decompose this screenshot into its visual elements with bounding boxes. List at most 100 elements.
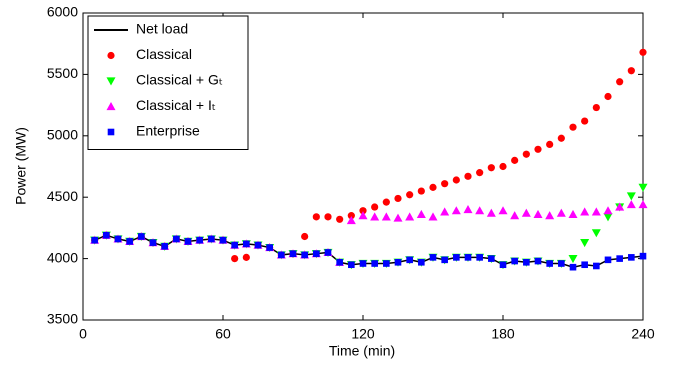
data-point: [196, 236, 203, 244]
data-point: [405, 212, 415, 221]
data-point: [603, 213, 613, 222]
data-point: [242, 253, 250, 261]
data-point: [568, 209, 578, 218]
data-point: [336, 215, 344, 223]
legend-label: Enterprise: [136, 123, 200, 139]
data-point: [370, 212, 380, 221]
legend-label: Classical + Gₜ: [136, 72, 223, 88]
data-point: [593, 262, 600, 270]
data-point: [231, 255, 239, 263]
data-point: [463, 204, 473, 214]
data-point: [616, 255, 623, 262]
x-tick-label: 180: [491, 326, 515, 342]
data-point: [568, 255, 578, 264]
data-point: [627, 67, 635, 75]
data-point: [358, 211, 368, 220]
data-point: [406, 191, 414, 199]
data-point: [603, 206, 613, 215]
data-point: [219, 236, 227, 244]
data-point: [313, 250, 320, 257]
data-point: [382, 198, 390, 206]
data-point: [511, 156, 519, 164]
data-point: [324, 249, 332, 256]
data-point: [488, 255, 495, 262]
data-point: [371, 260, 378, 267]
data-point: [464, 254, 472, 261]
data-point: [487, 164, 495, 172]
data-point: [383, 260, 390, 267]
data-point: [91, 236, 98, 244]
data-point: [523, 258, 530, 266]
y-tick-label: 5500: [47, 65, 78, 81]
data-point: [615, 202, 625, 211]
data-point: [428, 212, 438, 221]
data-point: [138, 233, 145, 240]
legend-label: Classical + Iₜ: [136, 97, 216, 113]
data-point: [628, 254, 635, 261]
data-point: [347, 212, 355, 220]
data-point: [546, 140, 554, 148]
data-point: [394, 194, 402, 203]
data-point: [580, 239, 590, 248]
data-point: [418, 258, 425, 266]
data-point: [149, 239, 157, 246]
data-point: [243, 240, 250, 248]
data-point: [569, 123, 577, 131]
data-point: [522, 150, 530, 158]
data-point: [416, 209, 426, 218]
data-point: [581, 261, 588, 269]
data-point: [451, 206, 461, 215]
y-tick-label: 5000: [47, 127, 78, 143]
data-point: [289, 250, 297, 257]
data-point: [592, 103, 600, 112]
data-point: [464, 172, 472, 180]
data-point: [626, 192, 636, 201]
data-point: [591, 207, 601, 216]
data-point: [476, 169, 484, 177]
data-point: [278, 251, 285, 259]
data-point: [604, 92, 612, 101]
data-point: [604, 256, 612, 264]
data-point: [346, 216, 356, 225]
data-point: [336, 258, 343, 266]
data-point: [359, 207, 367, 215]
data-point: [348, 261, 355, 269]
data-point: [231, 241, 238, 249]
x-tick-label: 0: [79, 326, 87, 342]
x-tick-label: 60: [215, 326, 231, 342]
data-point: [453, 254, 460, 261]
data-point: [638, 183, 648, 192]
data-point: [429, 254, 437, 261]
x-axis-label: Time (min): [329, 343, 395, 359]
y-tick-label: 4000: [47, 249, 78, 265]
data-point: [441, 180, 449, 188]
y-axis-label: Power (MW): [13, 127, 29, 205]
legend-swatch: [106, 77, 116, 86]
data-point: [312, 213, 320, 221]
data-point: [569, 263, 577, 271]
data-point: [638, 200, 648, 209]
data-point: [359, 260, 367, 267]
data-point: [173, 235, 180, 243]
data-point: [208, 235, 215, 243]
data-point: [406, 256, 413, 264]
data-point: [393, 213, 403, 222]
data-point: [616, 78, 624, 86]
data-point: [429, 183, 437, 191]
data-point: [126, 238, 133, 245]
legend-swatch: [107, 51, 115, 60]
data-point: [476, 254, 483, 261]
data-point: [591, 229, 601, 238]
data-point: [626, 200, 636, 209]
data-point: [521, 208, 531, 217]
data-point: [486, 208, 496, 217]
data-point: [545, 211, 555, 220]
data-point: [254, 241, 262, 249]
data-point: [301, 251, 308, 259]
data-point: [533, 209, 543, 218]
data-point: [639, 48, 647, 56]
data-point: [417, 187, 425, 195]
data-point: [184, 238, 192, 245]
y-tick-label: 3500: [47, 311, 78, 327]
y-tick-label: 4500: [47, 188, 78, 204]
